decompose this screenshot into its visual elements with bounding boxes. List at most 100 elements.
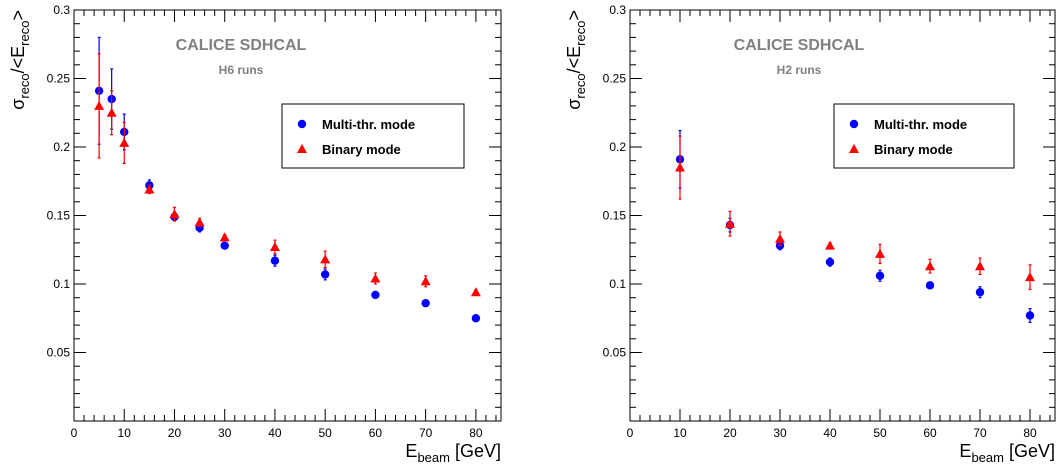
data-point (975, 261, 985, 271)
y-tick-label: 0.05 (47, 346, 71, 360)
x-tick-label: 0 (71, 426, 78, 440)
chart-panel-h6: 0 10 20 30 40 50 60 70 80 0.05 0.1 0.15 0.2 0.25 0.3 Eb… (8, 3, 502, 465)
data-point (420, 276, 431, 286)
y-axis-title-sigma: σ (564, 99, 584, 110)
x-tick-label: 40 (823, 426, 837, 440)
plot-frame (73, 9, 502, 422)
x-tick-label: 60 (923, 426, 937, 440)
chart-panel-h2: 0 10 20 30 40 50 60 70 80 0.05 0.1 0.15 0.2 0.25 0.3 Eb… (564, 3, 1056, 465)
watermark-text: CALICE SDHCAL (734, 37, 865, 54)
data-point (370, 273, 381, 283)
data-point (169, 209, 180, 219)
data-point (220, 241, 229, 250)
data-point (725, 218, 735, 228)
legend-marker (297, 144, 307, 153)
y-axis-title-sub1: reco (573, 73, 588, 98)
legend-box (833, 103, 1015, 169)
legend-marker (297, 119, 307, 129)
subtitle-text: H6 runs (219, 63, 264, 77)
y-axis-title-sub2: reco (573, 21, 588, 46)
data-point (470, 287, 481, 297)
series-binary (675, 135, 1035, 291)
y-axis-title-end: > (564, 10, 584, 21)
x-axis-title: Ebeam [GeV] (959, 441, 1055, 465)
data-point (925, 281, 935, 290)
legend-label: Binary mode (874, 142, 953, 157)
data-point (320, 270, 330, 279)
data-point (1025, 311, 1035, 320)
data-point (194, 217, 205, 227)
y-tick-label: 0.25 (603, 72, 627, 86)
legend-marker (849, 144, 859, 153)
data-point (875, 271, 885, 280)
x-tick-label: 20 (168, 426, 182, 440)
data-point (421, 298, 430, 308)
x-tick-label: 70 (973, 426, 987, 440)
data-point (875, 248, 885, 258)
legend-label: Multi-thr. mode (874, 117, 967, 132)
x-axis-title-sub: beam (417, 450, 450, 465)
y-tick-label: 0.1 (609, 277, 626, 291)
x-tick-label: 20 (723, 426, 737, 440)
data-point (775, 233, 785, 243)
y-axis-title: σreco/<Ereco> (564, 10, 588, 110)
series-binary (94, 53, 481, 297)
data-point (94, 100, 105, 110)
y-axis-title-sub2: reco (17, 21, 32, 46)
data-point (825, 240, 835, 250)
y-axis-title-sub1: reco (17, 73, 32, 98)
x-tick-label: 80 (469, 426, 483, 440)
y-tick-label: 0.1 (53, 277, 70, 291)
y-tick-label: 0.25 (47, 72, 71, 86)
x-tick-label: 10 (673, 426, 687, 440)
data-point (675, 162, 685, 172)
x-tick-label: 80 (1023, 426, 1037, 440)
data-point (106, 107, 117, 117)
data-point (825, 257, 835, 267)
data-point (269, 242, 280, 252)
x-axis-title-sub: beam (971, 450, 1004, 465)
y-tick-label: 0.2 (53, 140, 70, 154)
y-tick-label: 0.3 (53, 3, 70, 17)
y-axis-title-mid: /<E (564, 46, 584, 74)
y-axis-title-sigma: σ (8, 99, 28, 110)
y-axis-title-mid: /<E (8, 46, 28, 74)
legend-box (281, 103, 465, 169)
y-tick-label: 0.15 (47, 209, 71, 223)
data-point (219, 232, 230, 242)
x-tick-label: 70 (419, 426, 433, 440)
x-tick-label: 10 (118, 426, 132, 440)
y-tick-label: 0.3 (609, 3, 626, 17)
data-point (471, 314, 481, 323)
x-tick-label: 40 (268, 426, 282, 440)
y-axis-title: σreco/<Ereco> (8, 10, 32, 110)
x-axis-title-unit: [GeV] (450, 441, 501, 461)
x-axis-title-main: E (405, 441, 417, 461)
x-axis-title: Ebeam [GeV] (405, 441, 501, 465)
watermark-text: CALICE SDHCAL (176, 37, 307, 54)
x-tick-label: 50 (318, 426, 332, 440)
x-tick-label: 30 (773, 426, 787, 440)
data-point (1025, 272, 1035, 282)
x-tick-label: 50 (873, 426, 887, 440)
y-axis-title-end: > (8, 10, 28, 21)
data-point (975, 288, 985, 297)
legend-label: Multi-thr. mode (322, 117, 415, 132)
data-point (925, 261, 935, 271)
y-tick-label: 0.15 (603, 209, 627, 223)
data-point (119, 137, 130, 147)
y-tick-label: 0.2 (609, 140, 626, 154)
data-point (371, 290, 380, 300)
y-tick-label: 0.05 (603, 346, 627, 360)
x-tick-label: 0 (627, 426, 634, 440)
x-axis-title-unit: [GeV] (1004, 441, 1055, 461)
series-multi-thr (94, 36, 481, 323)
legend: Multi-thr. mode Binary mode (833, 103, 1015, 169)
subtitle-text: H2 runs (777, 63, 822, 77)
x-axis-title-main: E (959, 441, 971, 461)
x-tick-label: 60 (369, 426, 383, 440)
x-tick-label: 30 (218, 426, 232, 440)
legend-marker (849, 119, 859, 129)
legend-label: Binary mode (322, 142, 401, 157)
legend: Multi-thr. mode Binary mode (281, 103, 465, 169)
